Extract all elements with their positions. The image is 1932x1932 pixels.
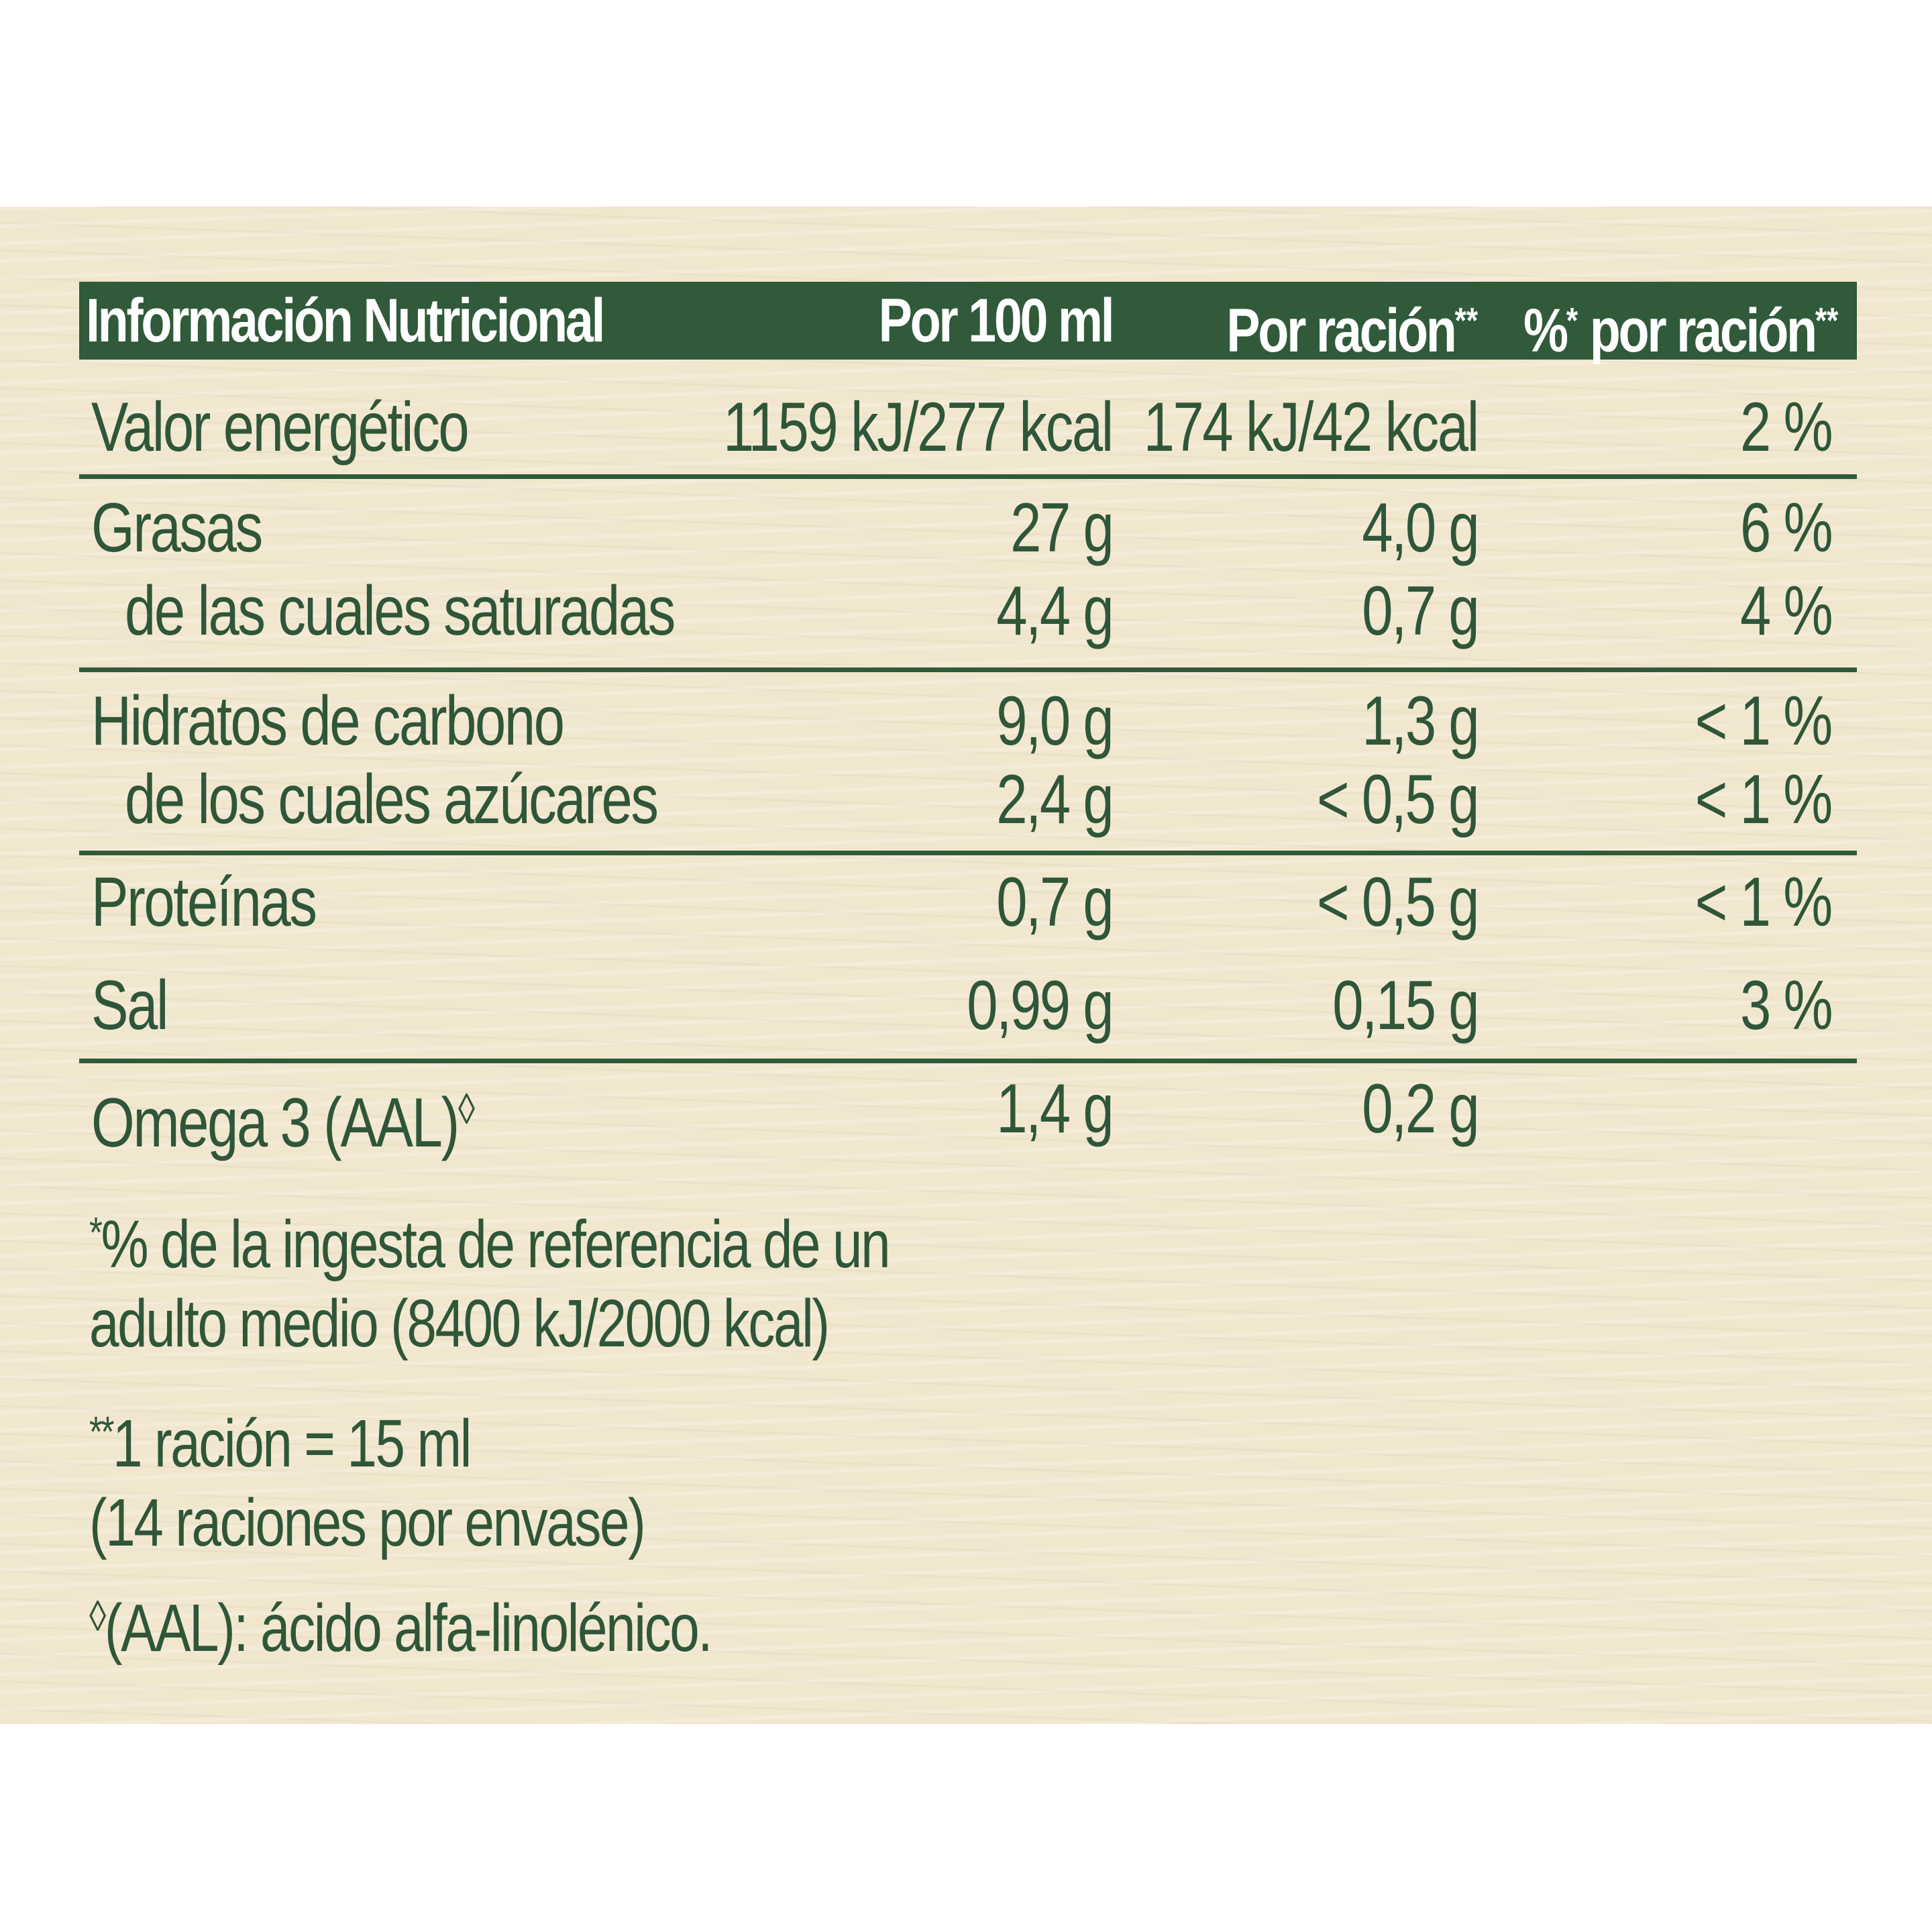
header-pct-per-serving: %* por ración**	[1523, 297, 1838, 365]
table-row: Omega 3 (AAL)◊ 1,4 g 0,2 g	[79, 1065, 1857, 1162]
table-row: Valor energético 1159 kJ/277 kcal 174 kJ…	[79, 384, 1857, 471]
row-label: de las cuales saturadas	[125, 572, 676, 650]
value-pct: 3 %	[1739, 967, 1833, 1044]
header-nutrition-info: Información Nutricional	[86, 286, 606, 355]
value-per-100ml: 9,0 g	[996, 682, 1114, 760]
value-per-serving: 0,7 g	[1361, 572, 1479, 650]
row-label: Grasas	[91, 489, 263, 567]
value-pct: 2 %	[1739, 388, 1833, 466]
row-divider	[79, 667, 1857, 672]
value-per-serving: 4,0 g	[1361, 489, 1479, 567]
value-per-serving: 174 kJ/42 kcal	[1143, 388, 1480, 466]
table-row: Sal 0,99 g 0,15 g 3 %	[79, 962, 1857, 1049]
header-per-100ml: Por 100 ml	[878, 286, 1114, 355]
row-label: de los cuales azúcares	[125, 761, 659, 839]
row-divider	[79, 474, 1857, 479]
value-pct: < 1 %	[1695, 863, 1833, 941]
row-label: Sal	[91, 967, 168, 1044]
value-per-100ml: 0,7 g	[996, 863, 1114, 941]
value-pct: 4 %	[1739, 572, 1833, 650]
value-pct: < 1 %	[1695, 761, 1833, 839]
value-per-serving: 0,15 g	[1332, 967, 1479, 1044]
table-row: de los cuales azúcares 2,4 g < 0,5 g < 1…	[79, 756, 1857, 843]
value-per-serving: 1,3 g	[1361, 682, 1479, 760]
table-row: de las cuales saturadas 4,4 g 0,7 g 4 %	[79, 568, 1857, 655]
value-per-100ml: 27 g	[1010, 489, 1114, 567]
value-per-100ml: 0,99 g	[967, 967, 1114, 1044]
value-per-serving: < 0,5 g	[1317, 761, 1479, 839]
value-per-serving: < 0,5 g	[1317, 863, 1479, 941]
row-divider	[79, 1059, 1857, 1063]
table-header: Información Nutricional Por 100 ml Por r…	[79, 282, 1857, 365]
value-pct: < 1 %	[1695, 682, 1833, 760]
table-row: Hidratos de carbono 9,0 g 1,3 g < 1 %	[79, 678, 1857, 765]
value-pct: 6 %	[1739, 489, 1833, 567]
footnote-aal: ◊(AAL): ácido alfa-linolénico.	[89, 1591, 713, 1666]
footnote-reference-intake: *% de la ingesta de referencia de un adu…	[89, 1207, 891, 1361]
row-label: Omega 3 (AAL)◊	[91, 1084, 475, 1162]
row-label: Proteínas	[91, 863, 317, 941]
value-per-100ml: 1,4 g	[996, 1070, 1114, 1148]
row-label: Valor energético	[91, 388, 470, 466]
value-per-100ml: 4,4 g	[996, 572, 1114, 650]
row-label: Hidratos de carbono	[91, 682, 565, 760]
value-per-100ml: 2,4 g	[996, 761, 1114, 839]
label-background	[0, 207, 1932, 1724]
header-per-serving: Por ración**	[1226, 297, 1478, 365]
value-per-100ml: 1159 kJ/277 kcal	[723, 388, 1114, 466]
table-row: Grasas 27 g 4,0 g 6 %	[79, 484, 1857, 572]
footnote-serving: **1 ración = 15 ml (14 raciones por enva…	[89, 1406, 646, 1560]
row-divider	[79, 851, 1857, 855]
diamond-mark: ◊	[458, 1085, 475, 1133]
value-per-serving: 0,2 g	[1361, 1070, 1479, 1148]
table-row: Proteínas 0,7 g < 0,5 g < 1 %	[79, 859, 1857, 946]
